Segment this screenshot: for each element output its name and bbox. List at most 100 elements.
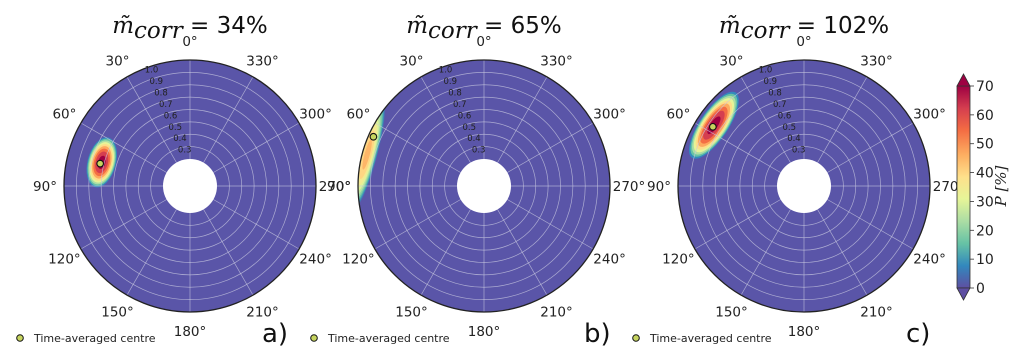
radial-tick-label: 0.5 [168,123,182,133]
panel-letter: c) [906,319,930,349]
angle-tick-label: 270° [319,179,352,195]
radial-tick-label: 0.4 [787,134,801,144]
time-averaged-centre-marker [369,132,378,141]
angle-tick-label: 300° [593,107,626,123]
angle-tick-label: 180° [468,324,501,340]
polar-outer-border [63,59,317,313]
angle-tick-label: 210° [246,305,279,321]
angle-tick-label: 120° [342,252,375,268]
colorbar-tick-label: 30 [976,194,994,210]
angle-tick-label: 90° [33,179,57,195]
colorbar-tick-label: 40 [976,166,994,182]
angular-gridline [694,199,781,250]
polar-inner-hole [777,159,831,213]
radial-tick-label: 0.7 [773,100,787,110]
angular-gridline [374,199,461,250]
colorbar: 70 60 50 40 30 20 10 0 P [%] [956,73,1010,301]
angular-gridline [740,76,791,163]
radial-tick-label: 0.6 [778,111,792,121]
title-symbol: m̃ [719,13,741,39]
angle-tick-label: 120° [48,252,81,268]
title-symbol: m̃ [406,13,428,39]
title-subscript: corr [428,18,479,44]
angle-tick-label: 60° [346,107,370,123]
panel-title: m̃corr = 34% [112,13,268,44]
colorbar-label: P [%] [992,165,1010,207]
legend-label: Time-averaged centre [327,332,450,345]
legend-label: Time-averaged centre [33,332,156,345]
title-subscript: corr [134,18,185,44]
radial-tick-label: 1.0 [145,66,159,76]
time-averaged-centre-marker [96,159,105,168]
angle-tick-label: 270° [613,179,646,195]
angular-gridline [203,209,254,296]
panel-letter: b) [584,319,611,349]
angular-gridline [497,209,548,296]
angle-tick-label: 330° [540,53,573,69]
angle-tick-label: 30° [106,53,130,69]
radial-tick-label: 0.7 [453,100,467,110]
contour-level [362,139,372,170]
angular-gridline [817,76,868,163]
angular-gridline [817,209,868,296]
legend-marker [310,334,318,342]
panel-title: m̃corr = 102% [719,13,889,44]
colorbar-tick-label: 60 [976,108,994,124]
legend-marker [16,334,24,342]
angle-tick-label: 120° [662,252,695,268]
polar-panel: 1.00.90.80.70.60.50.40.30°330°300°270°24… [632,13,965,349]
angular-gridline [80,122,167,173]
colorbar-tick-label: 10 [976,252,994,268]
angle-tick-label: 0° [182,34,197,50]
radial-tick-label: 1.0 [439,66,453,76]
angular-gridline [126,76,177,163]
radial-tick-label: 0.8 [448,88,462,98]
angle-tick-label: 150° [715,305,748,321]
colorbar-tick-label: 0 [976,281,985,297]
time-averaged-centre-marker [709,122,717,131]
angular-gridline [507,122,594,173]
angle-tick-label: 330° [246,53,279,69]
radial-tick-label: 0.5 [462,123,476,133]
colorbar-ticks: 70 60 50 40 30 20 10 0 [970,79,994,297]
colorbar-tick-label: 50 [976,137,994,153]
angle-tick-label: 90° [327,179,351,195]
radial-tick-label: 0.4 [467,134,481,144]
angular-gridline [213,199,300,250]
polar-inner-hole [163,159,217,213]
radial-tick-label: 0.3 [792,146,806,156]
title-value: = 34% [183,13,268,39]
colorbar-tick-label: 70 [976,79,994,95]
polar-outer-border [357,59,611,313]
angle-tick-label: 90° [647,179,671,195]
angle-tick-label: 180° [174,324,207,340]
angle-tick-label: 210° [540,305,573,321]
polar-panels: 1.00.90.80.70.60.50.40.30°330°300°270°24… [16,13,965,349]
angle-tick-label: 150° [101,305,134,321]
angular-gridline [740,209,791,296]
angle-tick-label: 60° [52,107,76,123]
angle-tick-label: 0° [796,34,811,50]
title-subscript: corr [741,18,792,44]
angle-tick-label: 30° [720,53,744,69]
radial-tick-label: 0.9 [150,77,164,87]
radial-tick-label: 0.4 [173,134,187,144]
legend-label: Time-averaged centre [649,332,772,345]
angular-gridline [694,122,781,173]
radial-tick-label: 0.3 [178,146,192,156]
angle-tick-label: 150° [395,305,428,321]
colorbar-body [956,85,971,289]
polar-inner-hole [457,159,511,213]
angular-gridline [126,209,177,296]
title-value: = 102% [789,13,889,39]
polar-panel: 1.00.90.80.70.60.50.40.30°330°300°270°24… [310,13,646,349]
angle-tick-label: 30° [400,53,424,69]
panel-title: m̃corr = 65% [406,13,562,44]
legend-marker [632,334,640,342]
angle-tick-label: 240° [299,252,332,268]
angular-gridline [203,76,254,163]
angle-tick-label: 300° [299,107,332,123]
angular-gridline [80,199,167,250]
radial-tick-label: 0.6 [458,111,472,121]
